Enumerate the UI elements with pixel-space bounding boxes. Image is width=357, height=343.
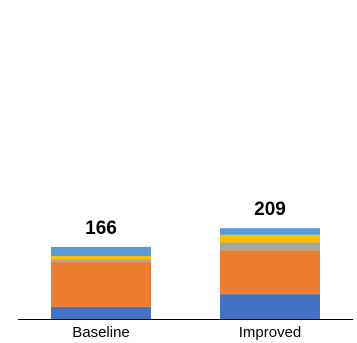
bar-segment — [220, 228, 320, 235]
bar-segment — [220, 250, 320, 295]
x-tick-label: Improved — [239, 324, 302, 341]
bar-segment — [51, 306, 151, 319]
bar-segment — [220, 294, 320, 319]
bar-segment — [51, 246, 151, 257]
bar-segment — [220, 234, 320, 243]
bar-segment — [51, 259, 151, 262]
bar-segment — [51, 256, 151, 260]
bar-segment — [220, 242, 320, 251]
bar-segment — [51, 261, 151, 307]
total-label: 166 — [85, 218, 117, 239]
total-label: 209 — [254, 199, 286, 220]
x-tick-label: Baseline — [72, 324, 130, 341]
